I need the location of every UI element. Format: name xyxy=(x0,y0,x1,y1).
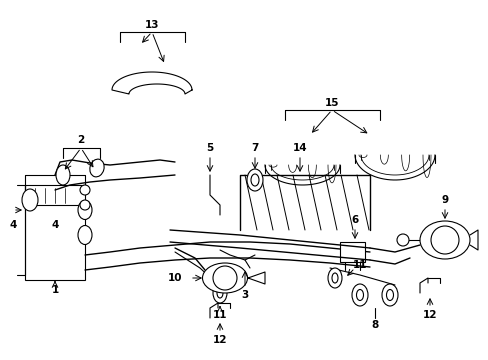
Text: 12: 12 xyxy=(212,335,227,345)
Ellipse shape xyxy=(331,273,337,283)
Text: 14: 14 xyxy=(292,143,306,153)
Ellipse shape xyxy=(78,201,92,220)
Ellipse shape xyxy=(202,263,247,293)
Circle shape xyxy=(396,234,408,246)
Ellipse shape xyxy=(356,289,363,301)
Text: 9: 9 xyxy=(441,195,447,205)
Text: 10: 10 xyxy=(167,273,182,283)
Text: 11: 11 xyxy=(212,310,227,320)
Text: 6: 6 xyxy=(351,215,358,225)
Text: 7: 7 xyxy=(251,143,258,153)
Ellipse shape xyxy=(381,284,397,306)
Ellipse shape xyxy=(217,288,223,298)
Ellipse shape xyxy=(78,225,92,244)
Bar xyxy=(339,242,364,262)
Circle shape xyxy=(80,185,90,195)
Text: 4: 4 xyxy=(9,220,17,230)
Text: 13: 13 xyxy=(144,20,159,30)
Ellipse shape xyxy=(419,221,469,259)
Text: 3: 3 xyxy=(241,290,248,300)
Text: 8: 8 xyxy=(370,320,378,330)
Text: 15: 15 xyxy=(324,98,339,108)
Polygon shape xyxy=(112,72,192,94)
Ellipse shape xyxy=(213,283,226,303)
Ellipse shape xyxy=(351,284,367,306)
Text: 1: 1 xyxy=(51,285,59,295)
Text: 12: 12 xyxy=(422,310,436,320)
Ellipse shape xyxy=(90,159,104,177)
Ellipse shape xyxy=(246,169,263,191)
Ellipse shape xyxy=(250,174,259,186)
Circle shape xyxy=(213,266,237,290)
Ellipse shape xyxy=(56,165,70,185)
Ellipse shape xyxy=(386,289,393,301)
Circle shape xyxy=(80,200,90,210)
Text: 4: 4 xyxy=(51,220,59,230)
Text: 11: 11 xyxy=(352,260,366,270)
Ellipse shape xyxy=(327,268,341,288)
Text: 5: 5 xyxy=(206,143,213,153)
Ellipse shape xyxy=(22,189,38,211)
Text: 2: 2 xyxy=(77,135,84,145)
Bar xyxy=(25,185,85,280)
Circle shape xyxy=(430,226,458,254)
